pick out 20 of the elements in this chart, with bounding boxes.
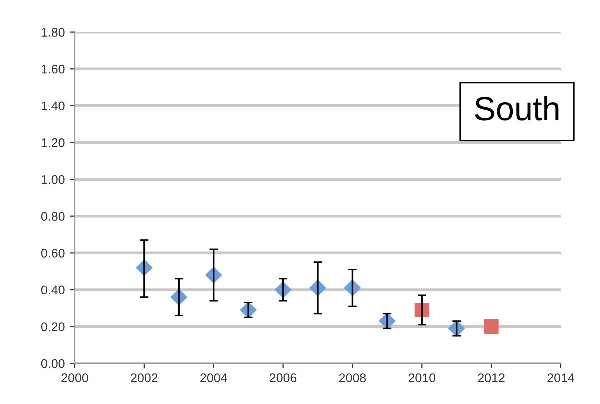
x-tick-label: 2014	[548, 374, 575, 383]
y-tick-label: 1.60	[42, 64, 65, 74]
x-tick-label: 2004	[200, 374, 228, 383]
y-tick-label: 0.40	[41, 286, 65, 295]
x-tick-label: 2006	[270, 374, 297, 383]
y-tick-label: 0.60	[41, 248, 65, 258]
x-tick-label: 2010	[408, 374, 436, 383]
y-tick-label: 0.00	[41, 359, 65, 368]
y-tick-label: 1.00	[42, 175, 65, 184]
y-tick-label: 1.40	[42, 102, 65, 111]
y-tick-label: 0.80	[41, 212, 65, 222]
y-tick-label: 1.20	[42, 138, 65, 148]
x-tick-label: 2002	[131, 374, 158, 383]
x-tick-label: 2008	[339, 374, 366, 383]
annotation: South	[475, 96, 559, 121]
y-tick-label: 1.80	[42, 28, 65, 37]
y-tick-label: 0.20	[41, 322, 65, 332]
x-tick-label: 2000	[62, 374, 88, 383]
x-tick-label: 2012	[478, 374, 505, 383]
point	[484, 320, 499, 334]
